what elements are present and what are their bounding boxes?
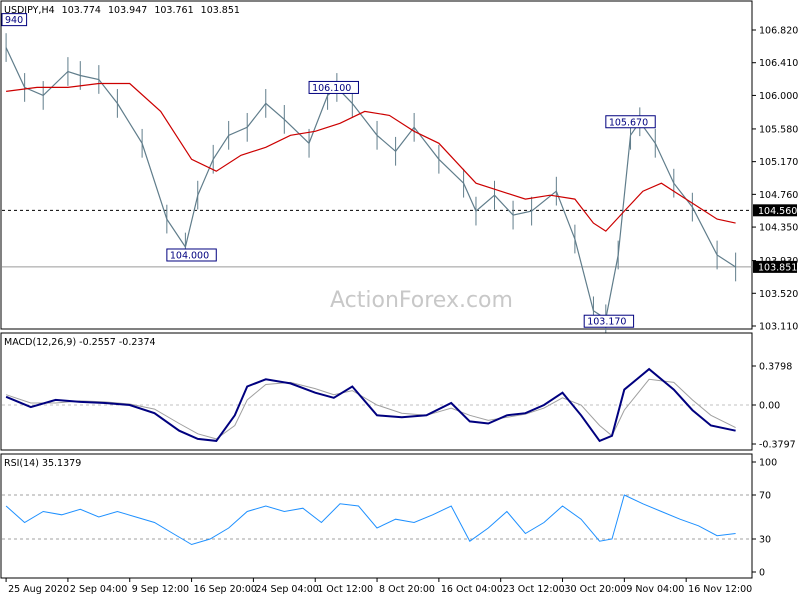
reference-badge (753, 260, 797, 273)
time-tick-label: 24 Sep 04:00 (255, 584, 318, 595)
annotation-label: 940 (5, 15, 23, 26)
rsi-tick-label: 100 (759, 458, 777, 469)
price-tick-label: 105.170 (759, 157, 798, 168)
time-tick-label: 16 Nov 12:00 (688, 584, 752, 595)
macd-plot (5, 367, 736, 443)
annotation-label: 103.170 (587, 317, 626, 328)
time-tick-label: 9 Sep 12:00 (132, 584, 189, 595)
annotation-label: 106.100 (312, 83, 351, 94)
time-axis: 25 Aug 2020 2 Sep 04:00 9 Sep 12:00 16 Sep … (5, 578, 752, 595)
macd-panel-frame (0, 332, 753, 451)
rsi-panel: RSI(14) 35.1379 100 70 30 0 (0, 453, 777, 579)
open-value: 103.774 (62, 5, 101, 16)
reference-badge (753, 204, 797, 217)
price-tick-label: 104.350 (759, 223, 798, 234)
rsi-tick-label: 0 (759, 568, 765, 579)
rsi-panel-frame (0, 453, 753, 579)
symbol-label: USDJPY,H4 (4, 5, 55, 16)
price-tick-label: 103.110 (759, 322, 798, 333)
time-tick-label: 8 Oct 20:00 (379, 584, 435, 595)
price-tick-label: 106.000 (759, 91, 798, 102)
watermark: ActionForex.com (330, 288, 513, 313)
time-tick-label: 23 Oct 12:00 (503, 584, 565, 595)
price-tick-label: 106.820 (759, 26, 798, 37)
macd-tick-label: -0.3797 (759, 440, 796, 451)
time-tick-label: 16 Sep 20:00 (194, 584, 257, 595)
price-annotations: 940 106.100 104.000 105.670 103.170 (1, 13, 656, 328)
annotation-label: 105.670 (609, 117, 648, 128)
rsi-line (5, 494, 736, 546)
price-panel-frame (0, 0, 753, 330)
macd-label: MACD(12,26,9) -0.2557 -0.2374 (4, 337, 156, 348)
reference-label: 104.560 (758, 206, 797, 217)
macd-panel: MACD(12,26,9) -0.2557 -0.2374 0.3798 0.00… (0, 332, 796, 451)
annotation-box (166, 248, 217, 262)
time-tick-label: 1 Oct 12:00 (317, 584, 373, 595)
price-panel: ActionForex.com USDJPY,H4 103.774 103.94… (0, 0, 798, 334)
macd-main-line (5, 367, 736, 443)
rsi-label: RSI(14) 35.1379 (4, 458, 81, 469)
price-title: USDJPY,H4 103.774 103.947 103.761 103.85… (4, 5, 240, 16)
reference-label: 103.851 (758, 262, 797, 273)
macd-tick-label: 0.3798 (759, 362, 792, 373)
annotation-label: 104.000 (170, 250, 209, 261)
close-value: 103.851 (201, 5, 240, 16)
annotation-box (605, 115, 656, 129)
price-tick-label: 104.760 (759, 190, 798, 201)
high-value: 103.947 (108, 5, 147, 16)
time-tick-label: 16 Oct 04:00 (441, 584, 503, 595)
annotation-box (1, 13, 28, 27)
time-tick-label: 2 Sep 04:00 (70, 584, 127, 595)
annotation-box (308, 80, 359, 94)
price-tick-label: 106.410 (759, 58, 798, 69)
macd-tick-label: 0.00 (759, 401, 780, 412)
price-tick-label: 103.520 (759, 289, 798, 300)
price-tick-label: 105.580 (759, 124, 798, 135)
annotation-box (583, 314, 635, 328)
time-tick-label: 30 Oct 20:00 (565, 584, 627, 595)
rsi-y-axis: 100 70 30 0 (2, 458, 777, 579)
rsi-tick-label: 30 (759, 535, 771, 546)
time-tick-label: 9 Nov 04:00 (626, 584, 684, 595)
moving-average-line (6, 82, 736, 232)
time-tick-label: 25 Aug 2020 (8, 584, 69, 595)
rsi-tick-label: 70 (759, 491, 771, 502)
rsi-plot (5, 494, 736, 546)
low-value: 103.761 (154, 5, 193, 16)
price-reference-lines: 104.560 103.851 (2, 204, 797, 273)
